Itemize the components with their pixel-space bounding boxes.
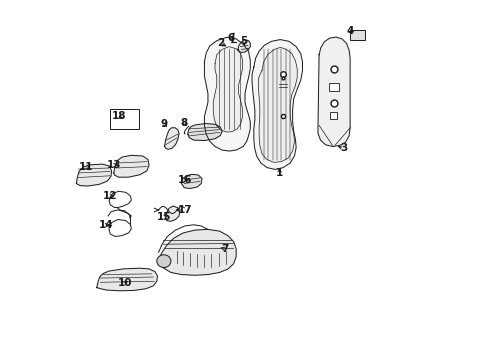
Text: 15: 15 — [157, 212, 171, 222]
Polygon shape — [166, 206, 180, 221]
Polygon shape — [159, 229, 236, 275]
Text: 10: 10 — [118, 278, 132, 288]
Polygon shape — [165, 128, 179, 149]
Polygon shape — [258, 48, 297, 162]
Polygon shape — [181, 174, 202, 189]
Bar — [110, 109, 139, 129]
Polygon shape — [188, 123, 222, 140]
Polygon shape — [213, 47, 243, 132]
Polygon shape — [76, 164, 112, 186]
Polygon shape — [238, 40, 250, 52]
Text: 9: 9 — [161, 119, 168, 129]
Polygon shape — [204, 37, 250, 151]
Text: 14: 14 — [98, 220, 113, 230]
Text: 7: 7 — [221, 244, 228, 254]
Text: 3: 3 — [340, 143, 347, 153]
Text: 6: 6 — [227, 33, 235, 43]
Text: 5: 5 — [241, 36, 248, 46]
Text: 18: 18 — [111, 112, 126, 121]
FancyBboxPatch shape — [330, 112, 338, 118]
Polygon shape — [109, 220, 131, 237]
Text: 4: 4 — [346, 26, 354, 36]
Text: 17: 17 — [178, 205, 193, 215]
Text: 8: 8 — [181, 118, 188, 128]
Polygon shape — [252, 40, 302, 170]
Text: 16: 16 — [178, 175, 192, 185]
Polygon shape — [97, 268, 157, 291]
Text: 11: 11 — [79, 162, 94, 172]
Ellipse shape — [157, 255, 171, 267]
Text: 13: 13 — [106, 160, 121, 170]
Text: 2: 2 — [217, 38, 224, 48]
Text: 12: 12 — [103, 191, 118, 201]
Text: 1: 1 — [276, 168, 283, 178]
FancyBboxPatch shape — [350, 30, 365, 40]
Polygon shape — [318, 37, 350, 147]
Polygon shape — [114, 155, 149, 177]
FancyBboxPatch shape — [329, 83, 339, 91]
